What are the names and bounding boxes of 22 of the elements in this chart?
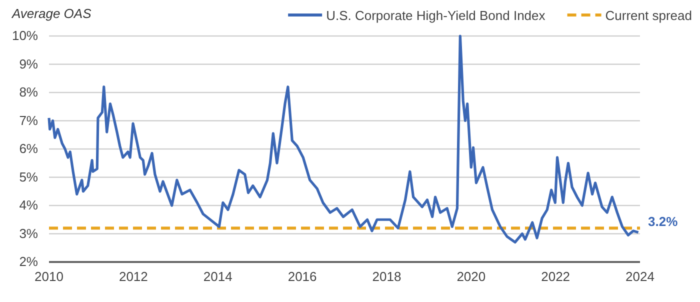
y-tick-label: 8%	[19, 84, 38, 100]
y-tick-label: 3%	[19, 226, 38, 241]
x-tick-label: 2014	[203, 269, 232, 284]
y-tick-label: 10%	[12, 28, 38, 44]
x-tick-label: 2020	[456, 269, 486, 284]
y-tick-label: 2%	[19, 254, 38, 270]
y-tick-label: 7%	[19, 112, 38, 128]
x-tick-label: 2012	[118, 269, 148, 284]
legend-label: U.S. Corporate High-Yield Bond Index	[326, 8, 546, 23]
y-tick-label: 9%	[19, 56, 38, 72]
y-tick-label: 4%	[19, 198, 38, 213]
y-tick-label: 6%	[19, 141, 38, 156]
legend-label: Current spread	[605, 8, 692, 23]
x-tick-label: 2024	[626, 269, 654, 284]
y-tick-label: 5%	[19, 169, 38, 184]
x-tick-label: 2022	[541, 269, 570, 284]
y-axis-title: Average OAS	[11, 6, 92, 21]
x-tick-label: 2010	[34, 269, 64, 284]
line-series	[48, 34, 640, 244]
annotation: 3.2%	[648, 214, 678, 230]
x-tick-label: 2016	[288, 269, 317, 284]
x-tick-label: 2018	[372, 269, 402, 284]
